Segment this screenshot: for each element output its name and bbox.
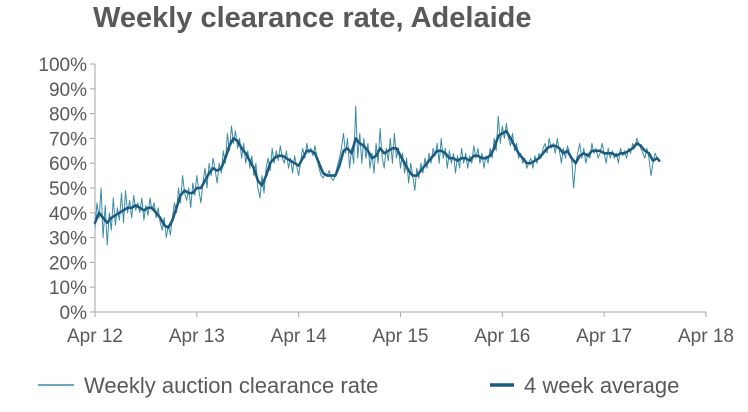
x-tick-label: Apr 13 [169, 326, 225, 347]
series-line-4-week-average [93, 129, 661, 229]
x-tick-label: Apr 17 [576, 326, 632, 347]
y-axis-ticks: 0% 10% 20% 30% 40% 50% 60% 70% 80% 90% 100% [38, 55, 95, 324]
legend-label-average: 4 week average [524, 373, 679, 398]
legend: Weekly auction clearance rate 4 week ave… [38, 373, 679, 398]
series-layer [93, 105, 661, 246]
y-tick-label: 100% [38, 55, 87, 76]
y-tick-label: 30% [49, 229, 87, 250]
y-tick-label: 10% [49, 278, 87, 299]
x-tick-label: Apr 12 [67, 326, 123, 347]
series-line-weekly [94, 105, 660, 246]
legend-label-weekly: Weekly auction clearance rate [84, 373, 378, 398]
y-tick-label: 0% [60, 303, 88, 324]
y-tick-label: 60% [49, 154, 87, 175]
chart-title: Weekly clearance rate, Adelaide [93, 2, 532, 34]
x-tick-label: Apr 18 [678, 326, 734, 347]
x-tick-label: Apr 14 [271, 326, 327, 347]
y-tick-label: 20% [49, 253, 87, 274]
x-axis-ticks: Apr 12 Apr 13 Apr 14 Apr 15 Apr 16 Apr 17 Apr … [67, 312, 734, 347]
y-tick-label: 50% [49, 179, 87, 200]
chart-axes [94, 64, 706, 313]
y-tick-label: 70% [49, 129, 87, 150]
x-tick-label: Apr 15 [373, 326, 429, 347]
y-tick-label: 80% [49, 105, 87, 126]
x-tick-label: Apr 16 [474, 326, 530, 347]
y-tick-label: 40% [49, 204, 87, 225]
y-tick-label: 90% [49, 80, 87, 101]
